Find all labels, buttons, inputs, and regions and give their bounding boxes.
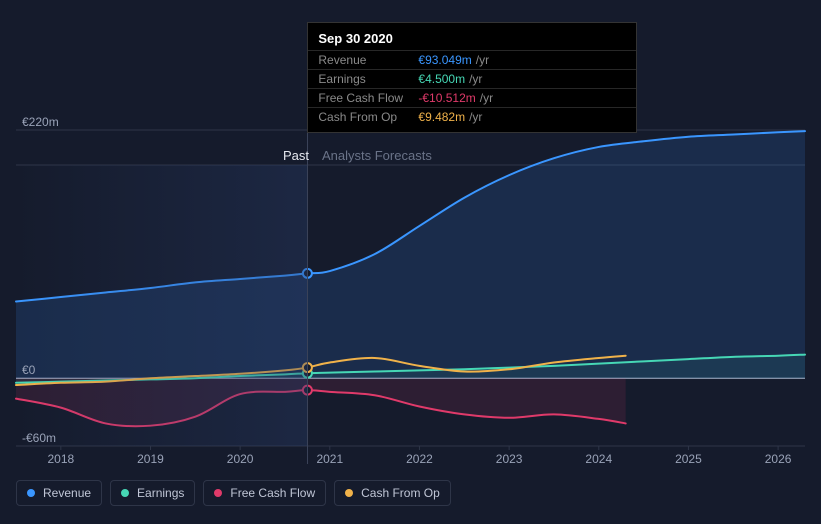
tooltip-row: Free Cash Flow-€10.512m/yr <box>308 88 636 107</box>
legend-dot-icon <box>27 489 35 497</box>
y-axis-label: €220m <box>22 115 59 129</box>
tooltip-row-unit: /yr <box>480 91 493 105</box>
tooltip-row-value: -€10.512m <box>418 91 475 105</box>
x-axis-label: 2026 <box>765 452 792 466</box>
x-axis-label: 2020 <box>227 452 254 466</box>
tooltip-title: Sep 30 2020 <box>308 29 636 50</box>
legend-item-earnings[interactable]: Earnings <box>110 480 195 506</box>
x-axis-label: 2024 <box>585 452 612 466</box>
tooltip-row-value: €93.049m <box>418 53 471 67</box>
legend-label: Cash From Op <box>361 486 440 500</box>
section-label-forecast: Analysts Forecasts <box>322 148 432 163</box>
tooltip-row-unit: /yr <box>476 53 489 67</box>
legend-label: Free Cash Flow <box>230 486 315 500</box>
tooltip-row-label: Free Cash Flow <box>318 91 418 105</box>
legend-dot-icon <box>345 489 353 497</box>
y-axis-label: €0 <box>22 363 35 377</box>
x-axis-label: 2022 <box>406 452 433 466</box>
past-region-shade <box>16 165 307 446</box>
tooltip-row-label: Revenue <box>318 53 418 67</box>
legend-item-revenue[interactable]: Revenue <box>16 480 102 506</box>
tooltip-row-label: Cash From Op <box>318 110 418 124</box>
tooltip-row-unit: /yr <box>469 72 482 86</box>
tooltip-row: Earnings€4.500m/yr <box>308 69 636 88</box>
x-axis-label: 2023 <box>496 452 523 466</box>
tooltip-row: Revenue€93.049m/yr <box>308 50 636 69</box>
x-axis-label: 2019 <box>137 452 164 466</box>
marker-vertical-line <box>307 117 308 464</box>
chart-tooltip: Sep 30 2020 Revenue€93.049m/yrEarnings€4… <box>307 22 637 133</box>
legend-dot-icon <box>121 489 129 497</box>
tooltip-row-value: €9.482m <box>418 110 465 124</box>
legend-label: Revenue <box>43 486 91 500</box>
section-label-past: Past <box>283 148 309 163</box>
x-axis-label: 2025 <box>675 452 702 466</box>
x-axis-label: 2018 <box>47 452 74 466</box>
tooltip-row-unit: /yr <box>469 110 482 124</box>
legend-dot-icon <box>214 489 222 497</box>
tooltip-row-value: €4.500m <box>418 72 465 86</box>
y-axis-label: -€60m <box>22 431 56 445</box>
financial-chart: Past Analysts Forecasts Sep 30 2020 Reve… <box>0 0 821 524</box>
x-axis-label: 2021 <box>316 452 343 466</box>
legend-label: Earnings <box>137 486 184 500</box>
tooltip-row-label: Earnings <box>318 72 418 86</box>
tooltip-row: Cash From Op€9.482m/yr <box>308 107 636 126</box>
legend-item-free-cash-flow[interactable]: Free Cash Flow <box>203 480 326 506</box>
legend-item-cash-from-op[interactable]: Cash From Op <box>334 480 451 506</box>
chart-legend: Revenue Earnings Free Cash Flow Cash From O… <box>16 480 451 506</box>
